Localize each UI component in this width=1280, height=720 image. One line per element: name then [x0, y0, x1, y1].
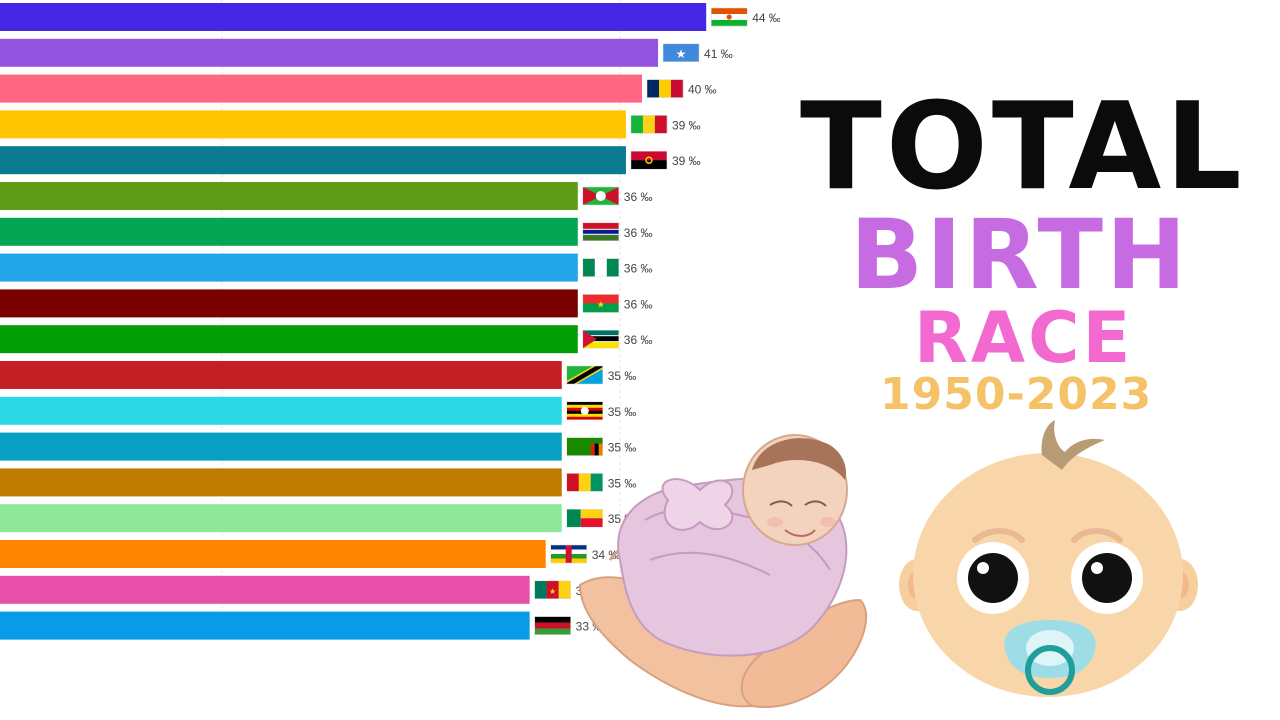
tanzania-flag	[566, 365, 603, 385]
data-label: 36 ‰	[624, 226, 653, 240]
somalia-flag: ★	[662, 43, 700, 63]
chad-flag	[646, 79, 684, 98]
data-label: 36 ‰	[624, 333, 653, 347]
burkina-faso-flag: ★	[582, 294, 620, 313]
mozambique-flag	[582, 329, 620, 349]
bar	[0, 396, 562, 425]
bar	[0, 361, 562, 389]
data-label: 40 ‰	[688, 83, 717, 97]
bar	[0, 253, 578, 282]
benin-flag	[566, 508, 603, 528]
bar	[0, 575, 530, 604]
data-label: 41 ‰	[704, 47, 733, 61]
title-birth: BIRTH	[850, 199, 1190, 311]
malawi-flag	[534, 616, 571, 635]
data-label: 44 ‰	[752, 11, 780, 25]
data-label: 36 ‰	[624, 262, 653, 276]
data-label: 35 ‰	[608, 441, 637, 455]
guinea-flag	[566, 473, 603, 492]
title-years: 1950-2023	[880, 369, 1153, 420]
data-label: 39 ‰	[672, 118, 701, 132]
bar	[0, 325, 578, 354]
niger-flag	[710, 7, 748, 27]
bar	[0, 289, 578, 318]
central-african-republic-flag	[550, 544, 587, 564]
bar	[0, 74, 642, 103]
bar-chart: 44 ‰ ★ 41 ‰ 40 ‰ 39 ‰ 39 ‰ 36 ‰ 36 ‰ 36 ‰ ★ 36 ‰ 36…	[0, 0, 780, 640]
title-race: RACE	[914, 297, 1134, 379]
bar	[0, 432, 562, 461]
cameroon-flag: ★	[534, 580, 571, 600]
nigeria-flag	[582, 258, 620, 277]
cartoon-baby-face-illustration	[899, 420, 1198, 697]
angola-flag	[630, 150, 668, 170]
bar	[0, 182, 578, 210]
data-label: 35 ‰	[608, 405, 637, 419]
data-label: 39 ‰	[672, 154, 701, 168]
bar	[0, 110, 626, 139]
svg-text:★: ★	[676, 47, 687, 61]
svg-text:★: ★	[549, 587, 556, 596]
bar	[0, 504, 562, 533]
bar	[0, 38, 659, 67]
bar	[0, 611, 530, 640]
data-label: 36 ‰	[624, 297, 653, 311]
title-total: TOTAL	[800, 78, 1246, 217]
svg-text:★: ★	[597, 299, 605, 309]
data-label: 35 ‰	[608, 369, 637, 383]
bar	[0, 217, 578, 246]
uganda-flag	[566, 401, 603, 421]
data-label: 33 ‰	[576, 584, 605, 598]
burundi-flag	[582, 186, 620, 206]
bar	[0, 540, 546, 568]
gambia-flag	[582, 222, 620, 242]
bar	[0, 146, 626, 175]
data-label: 33 ‰	[576, 620, 605, 634]
data-label: 35 ‰	[608, 476, 637, 490]
bar	[0, 3, 707, 31]
bar	[0, 468, 562, 497]
data-label: 34 ‰	[592, 548, 621, 562]
data-label: 35 ‰	[608, 512, 637, 526]
zambia-flag	[566, 437, 603, 456]
mali-flag	[630, 115, 668, 134]
data-label: 36 ‰	[624, 190, 653, 204]
